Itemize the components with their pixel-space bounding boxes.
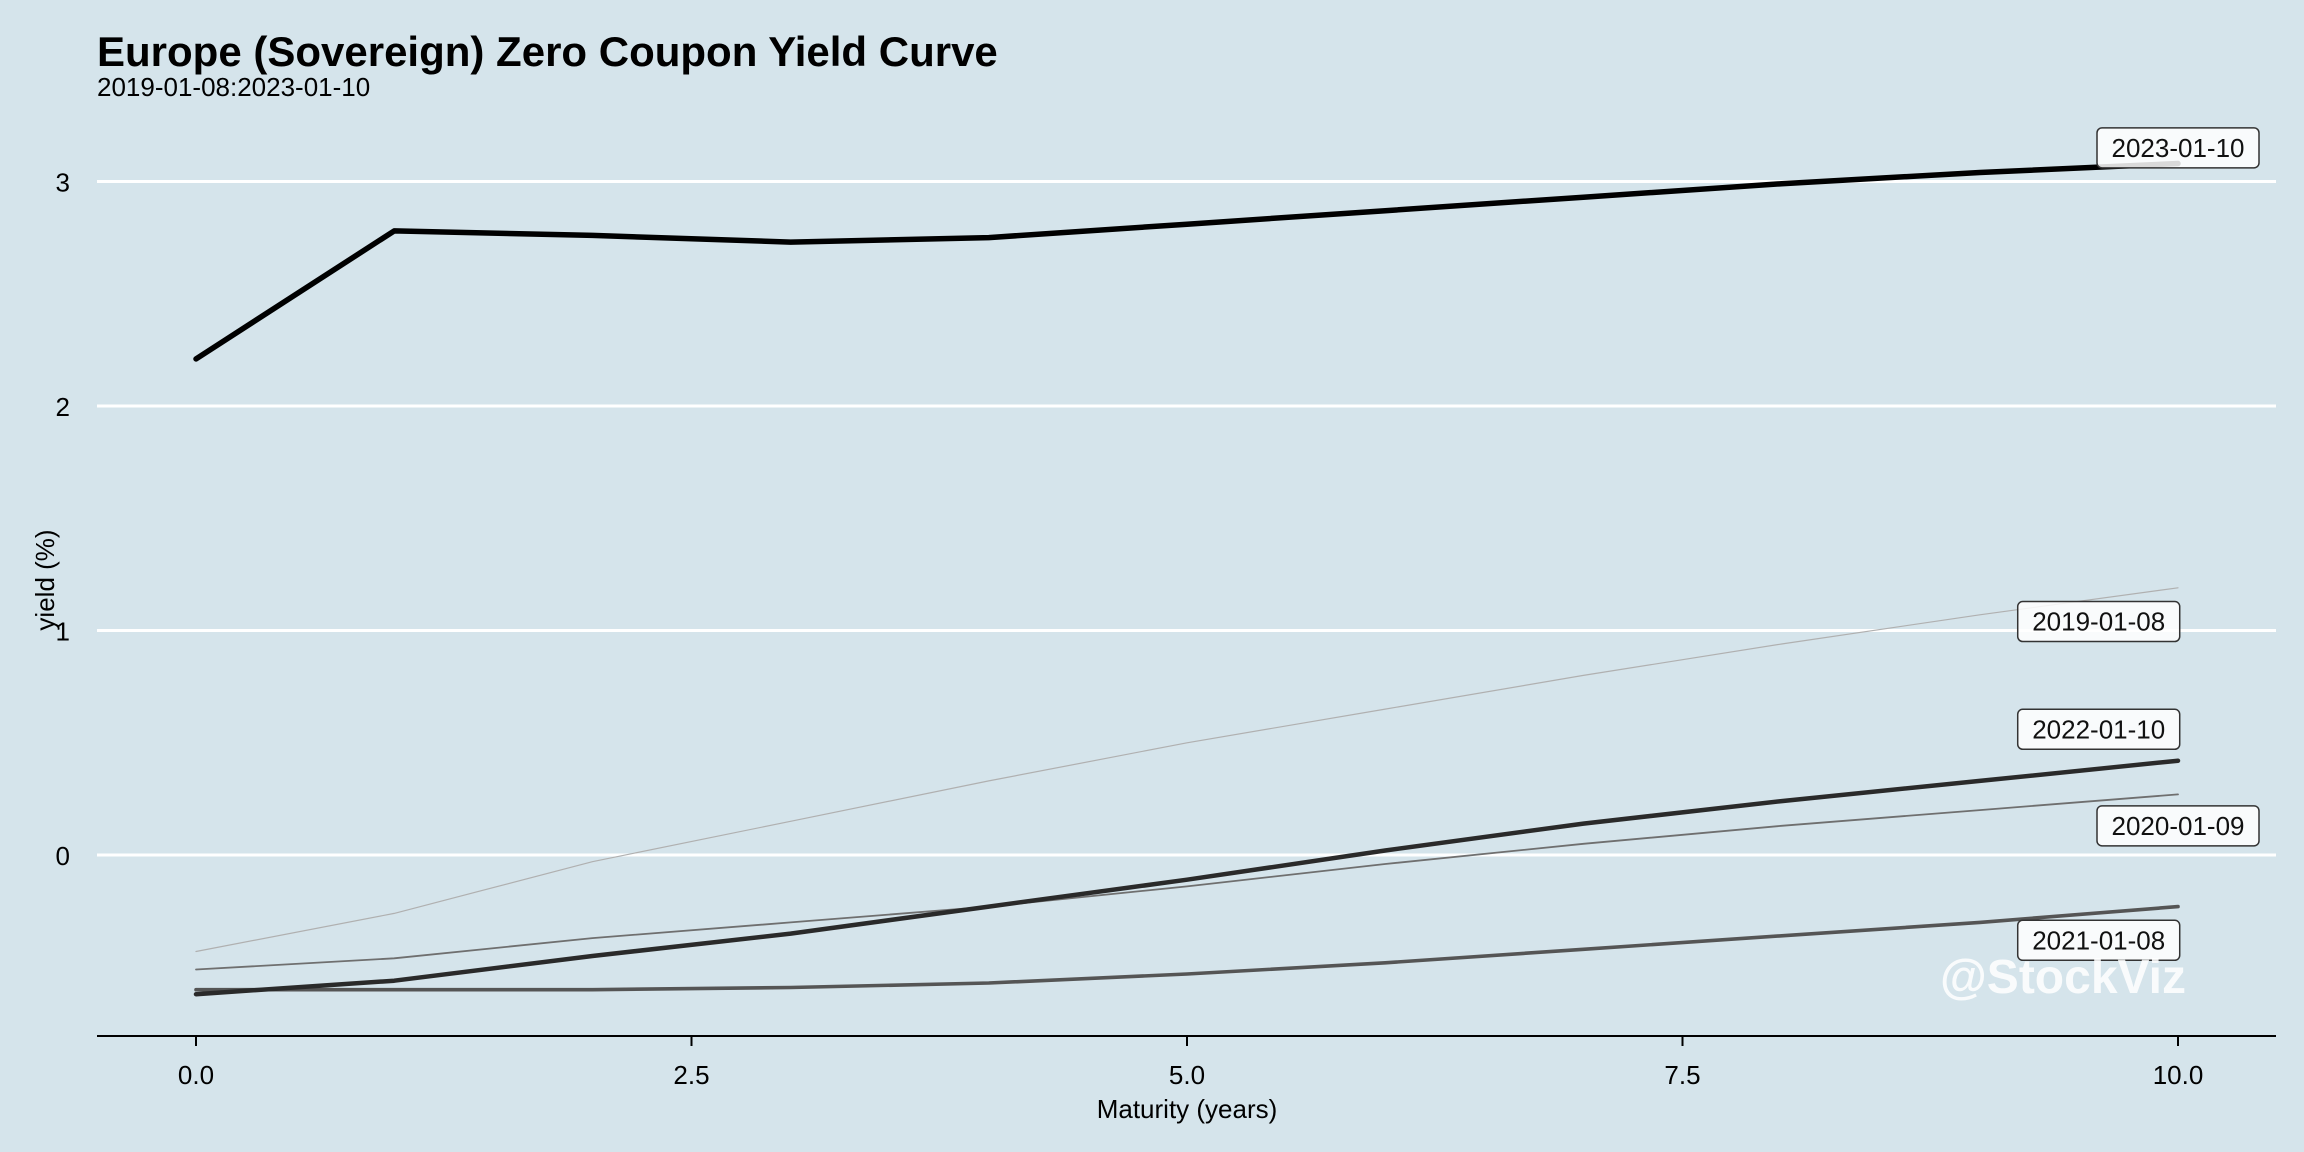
y-tick-label: 0 (56, 841, 70, 871)
series-label-box (2016, 708, 2181, 751)
series-line-2023-01-10 (193, 160, 2181, 362)
x-tick-label: 2.5 (673, 1060, 709, 1090)
series-line-2021-01-08 (194, 904, 2180, 992)
y-tick-labels: 0 1 2 3 (56, 168, 70, 872)
series-line-2020-01-09 (195, 793, 2179, 971)
series-label: 2023-01-10 (2096, 127, 2260, 169)
series-label: 2022-01-10 (2016, 708, 2181, 751)
series-label-text: 2022-01-10 (2032, 714, 2165, 744)
series-label-box (2016, 919, 2181, 962)
x-tick-label: 0.0 (178, 1060, 214, 1090)
x-tick-label: 5.0 (1169, 1060, 1205, 1090)
series-label-text: 2021-01-08 (2032, 925, 2165, 955)
series-label: 2021-01-08 (2016, 919, 2181, 962)
series-label-box (2016, 600, 2181, 643)
chart-title: Europe (Sovereign) Zero Coupon Yield Cur… (97, 28, 998, 75)
y-tick-label: 3 (56, 168, 70, 198)
series-label: 2020-01-09 (2096, 805, 2260, 847)
series-lines (193, 160, 2181, 997)
series-labels: 2023-01-10 2019-01-08 2022-01-10 2020-01-09… (2016, 127, 2260, 962)
x-tick-label: 7.5 (1664, 1060, 1700, 1090)
series-label-box (2096, 127, 2260, 169)
series-label-text: 2019-01-08 (2032, 607, 2165, 637)
y-tick-label: 2 (56, 392, 70, 422)
series-label-text: 2023-01-10 (2112, 133, 2245, 163)
y-tick-label: 1 (56, 617, 70, 647)
x-axis-label: Maturity (years) (1097, 1094, 1278, 1124)
series-label-text: 2020-01-09 (2112, 811, 2245, 841)
grid-lines (97, 180, 2276, 857)
series-label: 2019-01-08 (2016, 600, 2181, 643)
y-axis-label: yield (%) (30, 529, 60, 630)
series-line-2019-01-08 (195, 587, 2179, 953)
series-label-box (2096, 805, 2260, 847)
x-axis: 0.0 2.5 5.0 7.5 10.0 (97, 1035, 2276, 1090)
series-line-2022-01-10 (193, 758, 2181, 997)
chart-subtitle: 2019-01-08:2023-01-10 (97, 72, 371, 102)
watermark: @StockViz (1940, 951, 2186, 1004)
x-tick-label: 10.0 (2153, 1060, 2204, 1090)
